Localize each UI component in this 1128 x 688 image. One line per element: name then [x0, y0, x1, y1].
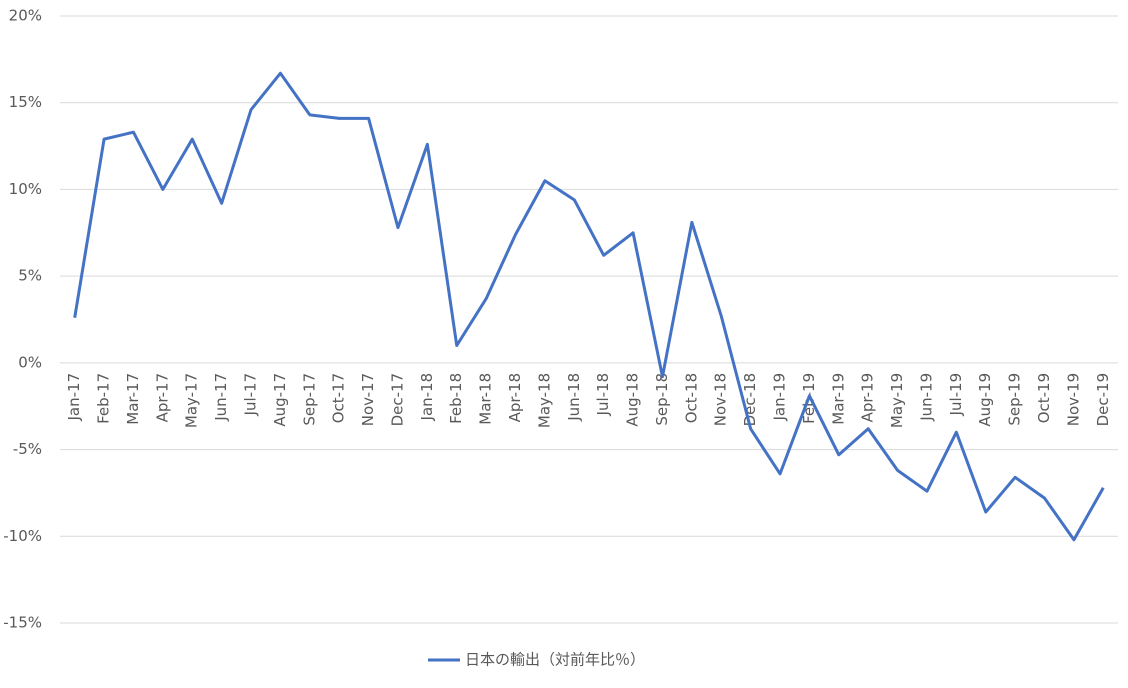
- x-tick-label: Mar-19: [829, 373, 847, 425]
- x-tick-label: Oct-18: [682, 373, 700, 423]
- data-line: [73, 71, 1105, 542]
- x-tick-label: Nov-18: [712, 373, 730, 426]
- x-tick-label: Aug-19: [976, 373, 994, 427]
- x-tick-label: Aug-17: [271, 373, 289, 427]
- x-tick-label: Oct-17: [330, 373, 348, 423]
- x-tick-label: Jul-19: [947, 373, 965, 417]
- x-tick-label: Mar-18: [477, 373, 495, 425]
- y-tick-label: 20%: [9, 7, 42, 25]
- x-tick-label: Jan-17: [65, 373, 83, 422]
- x-tick-label: Dec-19: [1094, 373, 1112, 427]
- x-tick-label: Jun-19: [917, 373, 935, 422]
- y-tick-label: 0%: [18, 353, 42, 371]
- x-tick-label: Sep-19: [1006, 373, 1024, 426]
- x-tick-label: Jun-18: [565, 373, 583, 422]
- x-tick-label: Mar-17: [124, 373, 142, 425]
- x-tick-label: Aug-18: [624, 373, 642, 427]
- x-tick-label: Sep-18: [653, 373, 671, 426]
- y-tick-label: -15%: [3, 614, 42, 632]
- x-tick-label: Jul-18: [594, 373, 612, 417]
- x-tick-label: May-19: [888, 373, 906, 428]
- x-tick-label: Apr-17: [153, 373, 171, 423]
- x-tick-label: Jan-18: [418, 373, 436, 422]
- x-tick-label: May-17: [183, 373, 201, 428]
- x-tick-label: Nov-19: [1064, 373, 1082, 426]
- x-tick-label: Nov-17: [359, 373, 377, 426]
- x-tick-label: Jan-19: [771, 373, 789, 422]
- y-tick-label: 10%: [9, 180, 42, 198]
- y-tick-label: -5%: [13, 440, 42, 458]
- x-tick-label: May-18: [535, 373, 553, 428]
- x-tick-label: Feb-17: [95, 373, 113, 424]
- x-tick-label: Jun-17: [212, 373, 230, 422]
- x-tick-label: Jul-17: [242, 373, 260, 417]
- x-tick-label: Dec-17: [388, 373, 406, 427]
- y-tick-label: -10%: [3, 527, 42, 545]
- x-tick-label: Apr-19: [859, 373, 877, 423]
- y-tick-label: 15%: [9, 93, 42, 111]
- x-tick-label: Apr-18: [506, 373, 524, 423]
- x-tick-label: Feb-18: [447, 373, 465, 424]
- x-tick-label: Sep-17: [300, 373, 318, 426]
- y-tick-label: 5%: [18, 267, 42, 285]
- legend-label: 日本の輸出（対前年比％）: [465, 651, 645, 669]
- x-tick-label: Oct-19: [1035, 373, 1053, 423]
